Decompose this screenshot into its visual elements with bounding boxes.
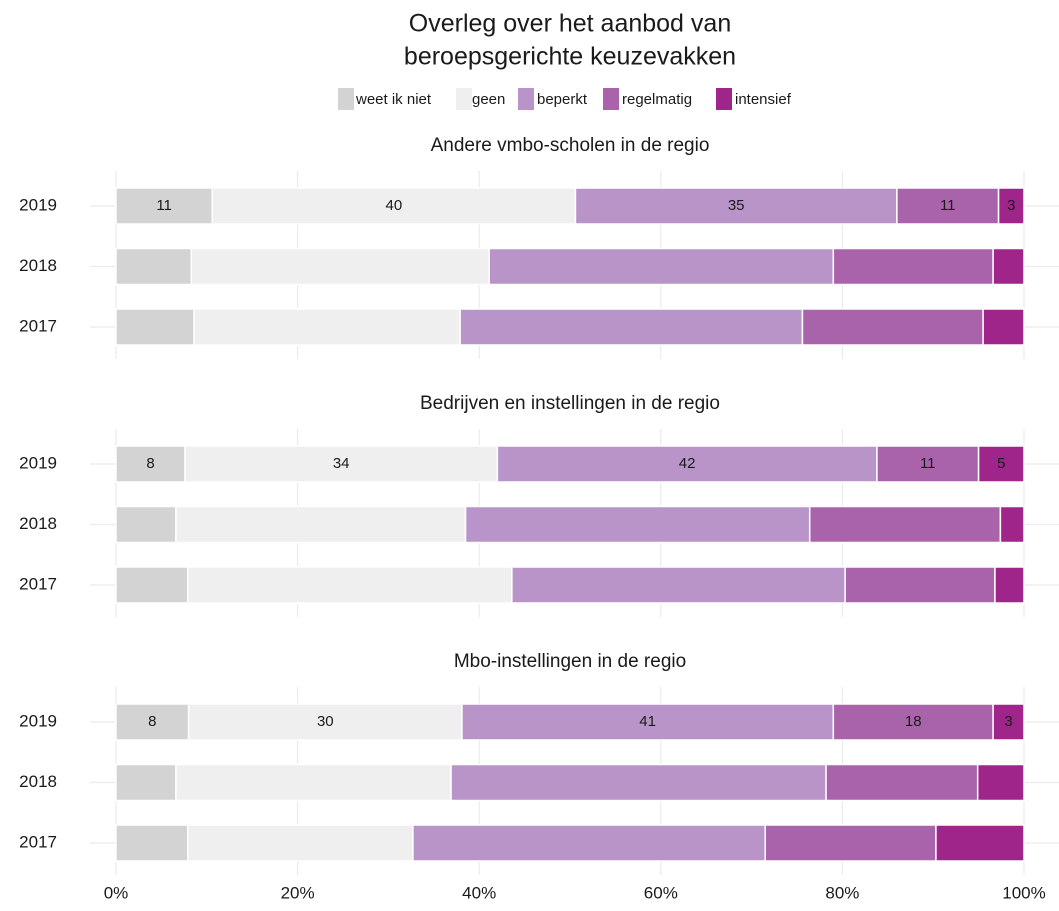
legend-label: geen — [472, 91, 505, 108]
bar-segment — [175, 505, 467, 544]
panel-title: Bedrijven en instellingen in de regio — [420, 393, 720, 414]
bar-segment — [808, 505, 1002, 544]
bar-segment — [193, 308, 461, 346]
chart-title: beroepsgerichte keuzevakken — [404, 43, 736, 71]
bar-segment — [511, 566, 846, 604]
data-label: 42 — [679, 455, 696, 472]
bar-segment — [994, 566, 1025, 604]
legend-label: beperkt — [537, 91, 588, 108]
x-tick-label: 0% — [104, 883, 129, 902]
bar-segment — [450, 763, 827, 802]
bar-segment — [190, 247, 490, 286]
bar-segment — [764, 824, 937, 862]
y-tick-label: 2017 — [19, 316, 57, 335]
bar-segment — [115, 566, 189, 604]
bar-segment — [801, 308, 984, 346]
bar-segment — [832, 247, 994, 286]
bar-segment — [935, 824, 1025, 862]
y-tick-label: 2019 — [19, 453, 57, 472]
y-tick-label: 2019 — [19, 711, 57, 730]
bar-segment — [992, 247, 1025, 286]
panel-title: Mbo-instellingen in de regio — [454, 651, 686, 672]
bar-segment — [187, 703, 463, 741]
bar-segment — [825, 763, 979, 802]
bar-segment — [412, 824, 766, 862]
bar-segment — [496, 445, 878, 483]
bar-segment — [186, 824, 414, 862]
data-label: 3 — [1007, 197, 1015, 214]
legend-swatch — [456, 88, 472, 110]
bar-segment — [464, 505, 811, 544]
legend-label: regelmatig — [622, 91, 692, 108]
y-tick-label: 2019 — [19, 195, 57, 214]
bar-segment — [115, 824, 189, 862]
bar-segment — [976, 763, 1025, 802]
data-label: 34 — [333, 455, 350, 472]
bar-segment — [992, 703, 1025, 741]
legend-label: weet ik niet — [355, 91, 432, 108]
bar-segment — [844, 566, 996, 604]
data-label: 3 — [1004, 713, 1012, 730]
bar-segment — [982, 308, 1025, 346]
legend-swatch — [518, 88, 534, 110]
x-tick-label: 20% — [281, 883, 315, 902]
legend-swatch — [338, 88, 354, 110]
chart-title: Overleg over het aanbod van — [409, 10, 731, 38]
bar-segment — [211, 187, 577, 225]
legend-swatch — [716, 88, 732, 110]
legend-label: intensief — [735, 91, 792, 108]
data-label: 11 — [920, 455, 936, 472]
data-label: 30 — [317, 713, 334, 730]
data-label: 35 — [728, 197, 745, 214]
y-tick-label: 2018 — [19, 772, 57, 791]
bar-segment — [115, 445, 186, 483]
x-tick-label: 60% — [644, 883, 678, 902]
y-tick-label: 2017 — [19, 832, 57, 851]
bar-segment — [977, 445, 1025, 483]
data-label: 8 — [148, 713, 156, 730]
y-tick-label: 2017 — [19, 574, 57, 593]
x-tick-label: 100% — [1002, 883, 1045, 902]
data-label: 5 — [997, 455, 1005, 472]
bar-segment — [115, 703, 190, 741]
bar-segment — [999, 505, 1025, 544]
bar-segment — [175, 763, 452, 802]
bar-segment — [832, 703, 994, 741]
x-tick-label: 40% — [462, 883, 496, 902]
bar-segment — [115, 308, 195, 346]
data-label: 41 — [639, 713, 656, 730]
bar-segment — [186, 566, 513, 604]
bar-segment — [997, 187, 1025, 225]
data-label: 11 — [940, 197, 956, 214]
data-label: 40 — [386, 197, 403, 214]
y-tick-label: 2018 — [19, 514, 57, 533]
bar-segment — [115, 247, 193, 286]
bar-segment — [115, 763, 177, 802]
bar-segment — [461, 703, 835, 741]
bar-segment — [459, 308, 804, 346]
panel-title: Andere vmbo-scholen in de regio — [431, 135, 710, 156]
bar-segment — [574, 187, 898, 225]
data-label: 18 — [905, 713, 922, 730]
bar-segment — [115, 505, 177, 544]
bar-segment — [488, 247, 835, 286]
data-label: 11 — [156, 197, 172, 214]
y-tick-label: 2018 — [19, 256, 57, 275]
legend-swatch — [603, 88, 619, 110]
bar-segment — [896, 187, 1000, 225]
x-tick-label: 80% — [825, 883, 859, 902]
data-label: 8 — [146, 455, 154, 472]
